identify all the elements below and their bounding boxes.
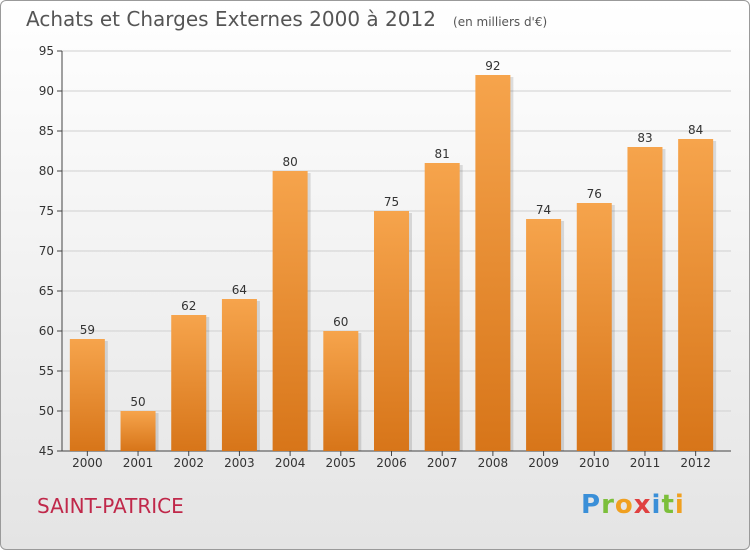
proxiti-logo: Proxiti (581, 490, 685, 520)
bar (171, 315, 207, 451)
x-tick-label: 2002 (173, 456, 204, 470)
x-tick-label: 2004 (275, 456, 306, 470)
x-tick-label: 2012 (680, 456, 711, 470)
data-label: 83 (637, 131, 652, 145)
data-label: 80 (282, 155, 297, 169)
data-label: 59 (80, 323, 95, 337)
y-tick-label: 80 (39, 164, 54, 178)
bar (272, 171, 308, 451)
data-label: 62 (181, 299, 196, 313)
data-label: 74 (536, 203, 551, 217)
data-label: 92 (485, 59, 500, 73)
bar (69, 339, 105, 451)
y-tick-label: 45 (39, 444, 54, 458)
bar (374, 211, 409, 451)
x-tick-label: 2008 (478, 456, 509, 470)
bar (526, 219, 562, 451)
y-tick-label: 90 (39, 84, 54, 98)
y-tick-label: 65 (39, 284, 54, 298)
data-label: 60 (333, 315, 348, 329)
data-label: 64 (232, 283, 247, 297)
y-tick-label: 95 (39, 44, 54, 58)
chart-unit-label: (en milliers d'€) (453, 15, 548, 29)
data-label: 50 (130, 395, 145, 409)
x-tick-label: 2000 (72, 456, 103, 470)
bar (323, 331, 359, 451)
x-tick-label: 2007 (427, 456, 458, 470)
y-tick-label: 70 (39, 244, 54, 258)
bar (627, 147, 663, 451)
data-label: 76 (587, 187, 602, 201)
commune-name: SAINT-PATRICE (37, 494, 184, 518)
chart-title-text: Achats et Charges Externes 2000 à 2012 (26, 7, 436, 31)
x-tick-label: 2003 (224, 456, 255, 470)
x-tick-label: 2011 (630, 456, 661, 470)
chart-title: Achats et Charges Externes 2000 à 2012 (… (26, 7, 547, 31)
y-tick-label: 50 (39, 404, 54, 418)
x-tick-label: 2009 (528, 456, 559, 470)
y-tick-label: 85 (39, 124, 54, 138)
x-tick-label: 2006 (376, 456, 407, 470)
x-tick-label: 2005 (326, 456, 357, 470)
y-tick-label: 55 (39, 364, 54, 378)
y-tick-label: 75 (39, 204, 54, 218)
bar (221, 299, 257, 451)
y-tick-label: 60 (39, 324, 54, 338)
x-tick-label: 2010 (579, 456, 610, 470)
data-label: 84 (688, 123, 703, 137)
bar (424, 163, 460, 451)
x-tick-label: 2001 (123, 456, 154, 470)
bar (475, 75, 511, 451)
data-label: 75 (384, 195, 399, 209)
bar (678, 139, 714, 451)
data-label: 81 (435, 147, 450, 161)
bar (576, 203, 612, 451)
bar (120, 411, 156, 451)
